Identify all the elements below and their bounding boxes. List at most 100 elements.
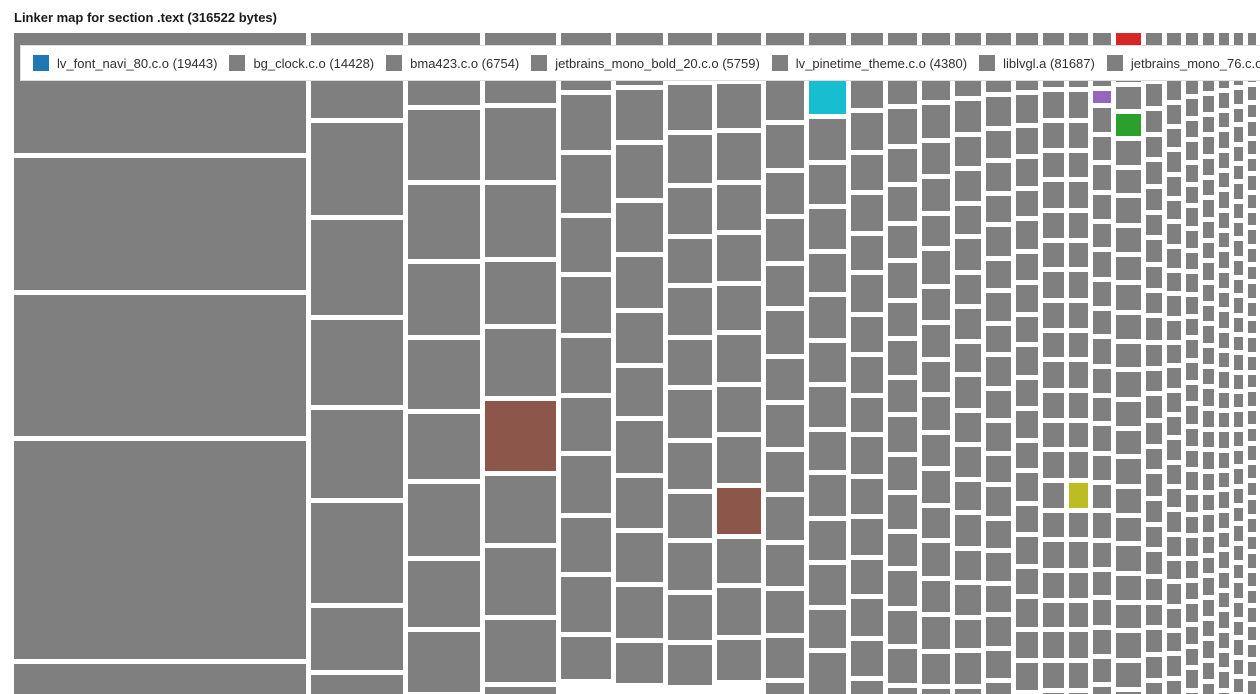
treemap-block[interactable] (888, 303, 917, 336)
treemap-block[interactable] (485, 262, 556, 324)
treemap-block[interactable] (922, 251, 950, 284)
treemap-block[interactable] (1248, 357, 1256, 370)
treemap-block[interactable] (1116, 114, 1141, 136)
treemap-block[interactable] (1186, 451, 1198, 467)
treemap-block[interactable] (1203, 263, 1214, 280)
treemap-block[interactable] (1093, 572, 1111, 595)
treemap-block[interactable] (561, 398, 611, 451)
treemap-block[interactable] (1116, 576, 1141, 600)
treemap-block[interactable] (986, 261, 1011, 288)
treemap-block[interactable] (1219, 492, 1229, 508)
treemap-block[interactable] (1093, 282, 1111, 306)
treemap-block[interactable] (1234, 241, 1243, 256)
treemap-block[interactable] (1186, 649, 1198, 665)
treemap-block[interactable] (1248, 159, 1256, 171)
treemap-block[interactable] (668, 595, 712, 640)
treemap-block[interactable] (1167, 321, 1181, 340)
treemap-block[interactable] (1248, 645, 1256, 657)
treemap-block[interactable] (1234, 147, 1243, 161)
treemap-block[interactable] (616, 90, 663, 140)
treemap-block[interactable] (766, 359, 804, 400)
treemap-block[interactable] (1234, 261, 1243, 275)
treemap-block[interactable] (1219, 453, 1229, 468)
treemap-block[interactable] (1186, 583, 1198, 599)
treemap-block[interactable] (1203, 33, 1214, 49)
treemap-block[interactable] (1146, 267, 1162, 288)
treemap-block[interactable] (1186, 495, 1198, 512)
treemap-block[interactable] (955, 206, 981, 234)
treemap-block[interactable] (1116, 431, 1141, 454)
treemap-block[interactable] (1116, 87, 1141, 109)
treemap-block[interactable] (922, 689, 950, 694)
treemap-block[interactable] (955, 171, 981, 201)
treemap-block[interactable] (809, 343, 846, 382)
treemap-block[interactable] (616, 203, 663, 252)
treemap-block[interactable] (922, 105, 950, 138)
treemap-block[interactable] (561, 577, 611, 632)
treemap-block[interactable] (1167, 129, 1181, 147)
treemap-block[interactable] (1219, 333, 1229, 348)
treemap-block[interactable] (1234, 679, 1243, 692)
treemap-block[interactable] (766, 591, 804, 633)
treemap-block[interactable] (1093, 398, 1111, 421)
treemap-block[interactable] (809, 209, 846, 249)
treemap-block[interactable] (1248, 375, 1256, 387)
treemap-block[interactable] (766, 173, 804, 214)
treemap-block[interactable] (1146, 683, 1162, 694)
treemap-block[interactable] (1116, 315, 1141, 339)
treemap-block[interactable] (851, 519, 883, 555)
treemap-block[interactable] (1043, 333, 1064, 357)
treemap-block[interactable] (888, 571, 917, 606)
treemap-block[interactable] (1093, 513, 1111, 538)
treemap-block[interactable] (1016, 347, 1038, 375)
treemap-block[interactable] (485, 401, 556, 471)
treemap-block[interactable] (1234, 489, 1243, 503)
treemap-block[interactable] (922, 508, 950, 538)
treemap-block[interactable] (1016, 599, 1038, 627)
treemap-block[interactable] (1043, 542, 1064, 568)
treemap-block[interactable] (1248, 230, 1256, 244)
treemap-block[interactable] (616, 587, 663, 638)
treemap-block[interactable] (1167, 512, 1181, 532)
treemap-block[interactable] (1016, 443, 1038, 468)
treemap-block[interactable] (1219, 573, 1229, 588)
treemap-block[interactable] (851, 599, 883, 636)
treemap-block[interactable] (986, 423, 1011, 451)
treemap-block[interactable] (1219, 132, 1229, 148)
treemap-block[interactable] (1186, 340, 1198, 358)
treemap-block[interactable] (1116, 198, 1141, 223)
treemap-block[interactable] (616, 368, 663, 416)
treemap-block[interactable] (717, 185, 761, 230)
treemap-block[interactable] (1234, 337, 1243, 350)
treemap-block[interactable] (922, 617, 950, 649)
treemap-block[interactable] (809, 653, 846, 694)
treemap-block[interactable] (1203, 200, 1214, 217)
treemap-block[interactable] (922, 289, 950, 320)
treemap-block[interactable] (922, 543, 950, 576)
treemap-block[interactable] (1248, 446, 1256, 460)
treemap-block[interactable] (717, 488, 761, 534)
treemap-block[interactable] (561, 218, 611, 272)
treemap-block[interactable] (1219, 672, 1229, 688)
treemap-block[interactable] (1116, 372, 1141, 397)
treemap-block[interactable] (1093, 659, 1111, 682)
treemap-block[interactable] (1146, 137, 1162, 157)
treemap-block[interactable] (986, 293, 1011, 321)
treemap-block[interactable] (1016, 285, 1038, 312)
treemap-block[interactable] (1219, 633, 1229, 648)
treemap-block[interactable] (1043, 663, 1064, 688)
treemap-block[interactable] (311, 220, 403, 315)
treemap-block[interactable] (1116, 344, 1141, 367)
treemap-block[interactable] (851, 398, 883, 432)
treemap-block[interactable] (1203, 515, 1214, 532)
treemap-block[interactable] (1234, 622, 1243, 635)
treemap-block[interactable] (1203, 96, 1214, 112)
treemap-block[interactable] (1167, 656, 1181, 676)
treemap-block[interactable] (408, 110, 480, 180)
treemap-block[interactable] (1234, 451, 1243, 464)
treemap-block[interactable] (1016, 191, 1038, 216)
treemap-block[interactable] (1069, 153, 1088, 177)
treemap-block[interactable] (311, 123, 403, 215)
treemap-block[interactable] (1093, 456, 1111, 480)
treemap-block[interactable] (1167, 584, 1181, 604)
